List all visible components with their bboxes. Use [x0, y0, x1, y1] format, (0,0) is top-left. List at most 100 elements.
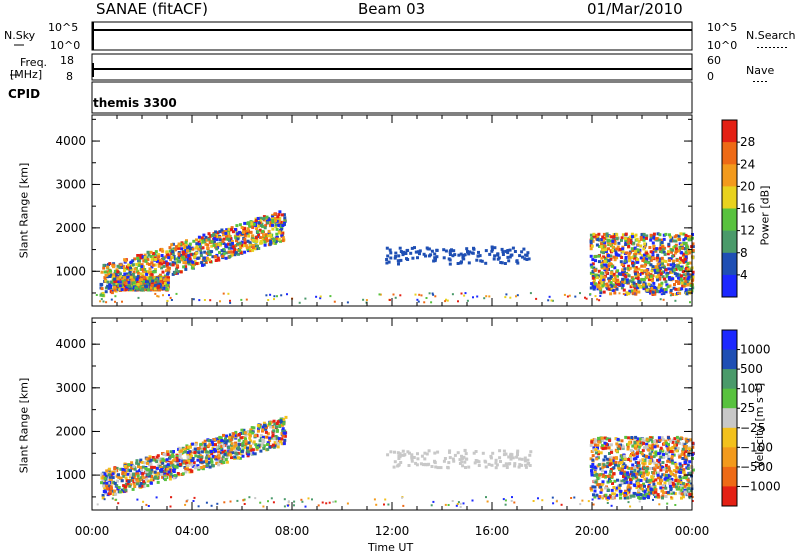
data-pixel — [280, 227, 284, 231]
data-pixel — [208, 442, 212, 446]
data-pixel — [173, 261, 177, 265]
data-pixel — [622, 462, 626, 466]
data-pixel — [171, 454, 174, 458]
data-pixel — [281, 423, 284, 427]
data-pixel — [656, 253, 660, 257]
low-range-pixel — [423, 301, 426, 304]
data-pixel — [114, 273, 118, 277]
data-pixel — [672, 261, 675, 265]
data-pixel — [410, 453, 414, 457]
data-pixel — [496, 252, 500, 256]
data-pixel — [237, 433, 241, 436]
data-pixel — [188, 257, 192, 261]
data-pixel — [648, 256, 652, 260]
data-pixel — [220, 228, 224, 232]
data-pixel — [604, 284, 608, 288]
data-pixel — [275, 237, 279, 241]
data-pixel — [677, 264, 680, 268]
data-pixel — [624, 472, 627, 476]
data-pixel — [603, 244, 607, 248]
data-pixel — [631, 451, 634, 455]
data-pixel — [388, 248, 392, 252]
data-pixel — [254, 219, 258, 223]
data-pixel — [163, 478, 167, 482]
data-pixel — [125, 479, 129, 483]
data-pixel — [647, 485, 651, 489]
data-pixel — [173, 271, 177, 275]
data-pixel — [130, 280, 134, 284]
data-pixel — [652, 236, 656, 240]
data-pixel — [642, 247, 646, 251]
data-pixel — [464, 466, 467, 469]
data-pixel — [654, 290, 658, 294]
data-pixel — [129, 483, 132, 487]
data-pixel — [126, 482, 130, 486]
data-pixel — [630, 247, 634, 251]
data-pixel — [169, 258, 173, 262]
data-pixel — [121, 467, 125, 471]
data-pixel — [389, 256, 393, 260]
low-range-pixel — [166, 299, 169, 302]
data-pixel — [234, 251, 238, 255]
data-pixel — [610, 235, 614, 239]
data-pixel — [259, 224, 263, 227]
data-pixel — [628, 266, 632, 270]
data-pixel — [218, 435, 222, 439]
data-pixel — [244, 244, 248, 248]
data-pixel — [601, 438, 605, 442]
low-range-pixel — [430, 301, 433, 304]
data-pixel — [125, 267, 129, 271]
data-pixel — [209, 234, 213, 238]
data-pixel — [591, 454, 595, 458]
data-pixel — [645, 257, 649, 261]
data-pixel — [617, 464, 620, 468]
data-pixel — [665, 444, 669, 448]
data-pixel — [684, 457, 688, 461]
data-pixel — [249, 249, 252, 253]
data-pixel — [277, 442, 280, 446]
data-pixel — [193, 464, 197, 468]
data-pixel — [677, 280, 680, 284]
data-pixel — [240, 240, 244, 244]
data-pixel — [661, 473, 665, 477]
data-pixel — [661, 248, 665, 252]
data-pixel — [641, 283, 645, 287]
data-pixel — [205, 464, 209, 467]
data-pixel — [263, 240, 267, 244]
data-pixel — [593, 234, 597, 238]
data-pixel — [631, 471, 635, 475]
data-pixel — [145, 256, 149, 260]
data-pixel — [177, 244, 181, 248]
data-pixel — [136, 275, 140, 279]
data-pixel — [601, 248, 605, 252]
data-pixel — [480, 259, 484, 263]
data-pixel — [447, 257, 451, 261]
data-pixel — [605, 496, 609, 500]
data-pixel — [452, 249, 456, 253]
data-pixel — [132, 464, 136, 468]
data-pixel — [597, 483, 600, 487]
data-pixel — [447, 461, 451, 465]
data-pixel — [186, 468, 189, 472]
data-pixel — [681, 449, 685, 453]
data-pixel — [203, 445, 207, 449]
data-pixel — [632, 483, 636, 487]
data-pixel — [129, 473, 133, 477]
data-pixel — [155, 259, 159, 263]
data-pixel — [281, 239, 285, 243]
data-pixel — [606, 461, 610, 465]
data-pixel — [178, 260, 181, 264]
colorbar-segment — [722, 274, 737, 298]
data-pixel — [180, 258, 184, 262]
data-pixel — [615, 287, 619, 291]
data-pixel — [201, 467, 205, 471]
data-pixel — [160, 254, 164, 257]
data-pixel — [613, 242, 617, 246]
data-pixel — [181, 472, 185, 476]
data-pixel — [261, 442, 265, 446]
data-pixel — [193, 466, 197, 470]
data-pixel — [230, 240, 234, 243]
nsearch-tick-top: 10^5 — [707, 21, 738, 34]
data-pixel — [201, 263, 204, 267]
